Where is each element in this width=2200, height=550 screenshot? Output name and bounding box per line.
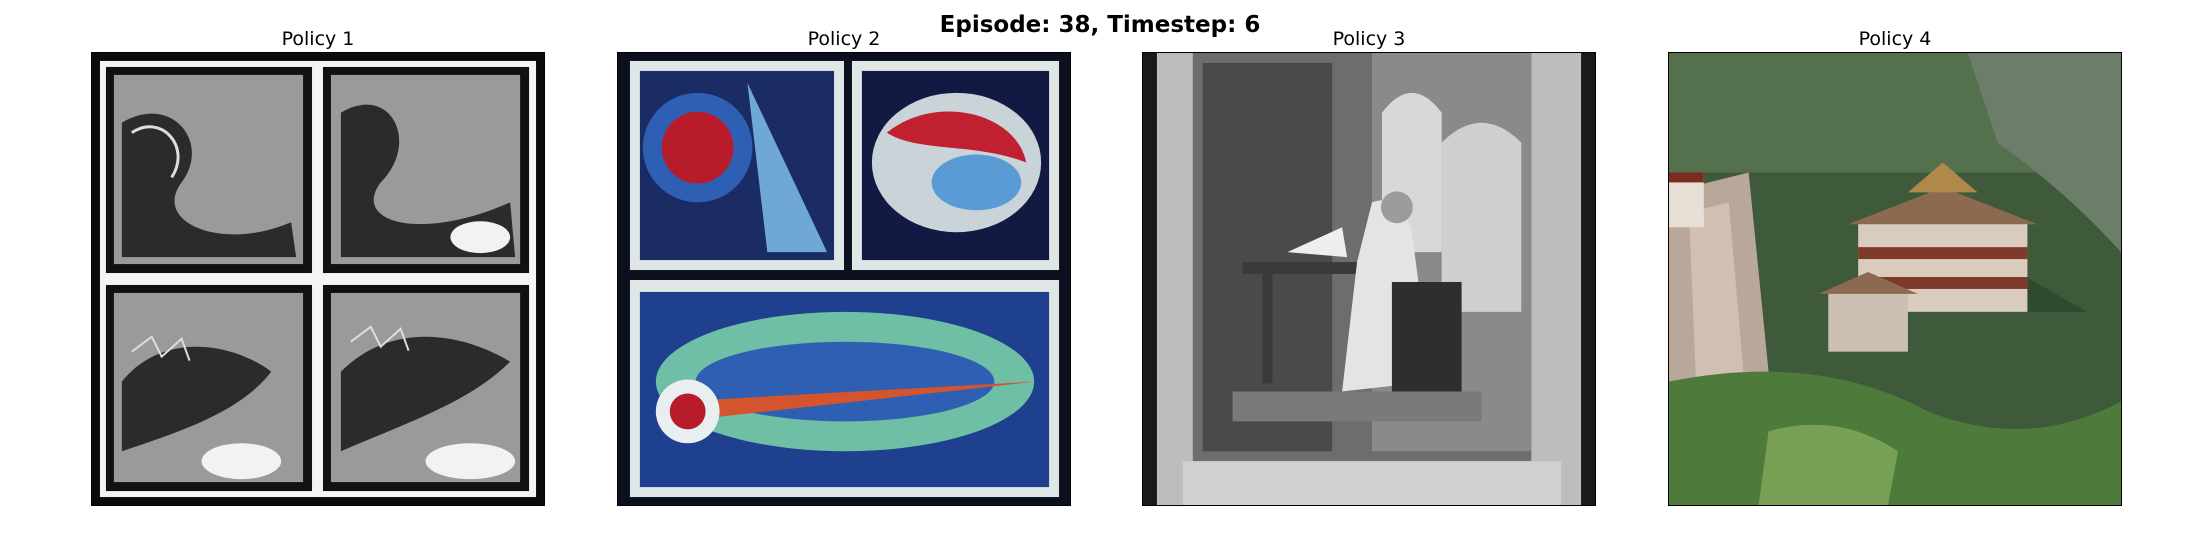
policy-1-image (91, 52, 545, 506)
policy-3-image (1142, 52, 1596, 506)
figure-title: Episode: 38, Timestep: 6 (939, 12, 1261, 38)
policy-1-title: Policy 1 (281, 28, 355, 50)
policy-3-title: Policy 3 (1332, 28, 1406, 50)
policy-2-panel: Policy 2 (617, 26, 1071, 506)
policy-1-panel: Policy 1 (91, 26, 545, 506)
policy-4-panel: Policy 4 (1668, 26, 2122, 506)
policy-4-image (1668, 52, 2122, 506)
policy-2-title: Policy 2 (807, 28, 881, 50)
policy-2-image (617, 52, 1071, 506)
policy-4-title: Policy 4 (1858, 28, 1932, 50)
policy-3-panel: Policy 3 (1142, 26, 1596, 506)
